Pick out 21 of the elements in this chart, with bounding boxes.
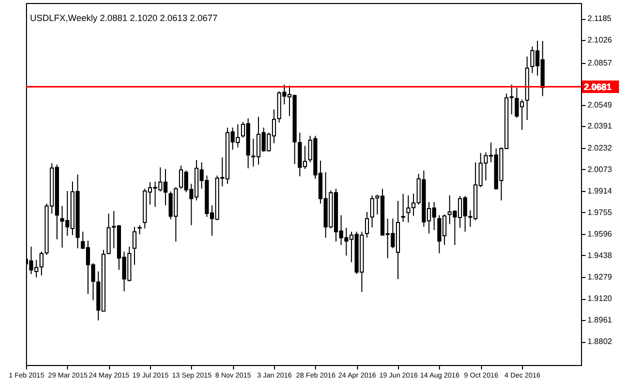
y-tick-label: 1.8961: [588, 316, 613, 325]
candlestick: [132, 226, 136, 266]
y-tick-label: 2.0073: [588, 164, 613, 174]
y-tick-label: 2.1185: [588, 14, 612, 24]
candlestick: [401, 193, 406, 222]
ref-line-label: 2.0681: [584, 82, 612, 92]
y-tick-label: 1.8802: [588, 337, 613, 346]
candlestick: [364, 211, 369, 238]
y-tick-label: 2.0391: [588, 122, 613, 131]
y-tick-label: 2.1026: [588, 36, 613, 45]
y-tick-label: 1.9120: [588, 294, 613, 304]
y-tick-label: 1.9438: [588, 250, 613, 260]
text: USDLFX,Weekly 2.0881 2.1020 2.0613 2.0677: [30, 13, 218, 23]
y-tick-label: 2.0232: [588, 143, 613, 152]
y-tick-label: 1.9914: [588, 186, 613, 196]
y-tick-label: 1.9596: [588, 230, 613, 239]
y-tick-label: 2.0857: [588, 58, 613, 68]
candlestick: [138, 224, 142, 235]
y-tick-label: 1.9279: [588, 272, 613, 282]
y-tick-label: 2.0549: [588, 100, 613, 110]
y-tick-label: 1.9755: [588, 208, 613, 217]
